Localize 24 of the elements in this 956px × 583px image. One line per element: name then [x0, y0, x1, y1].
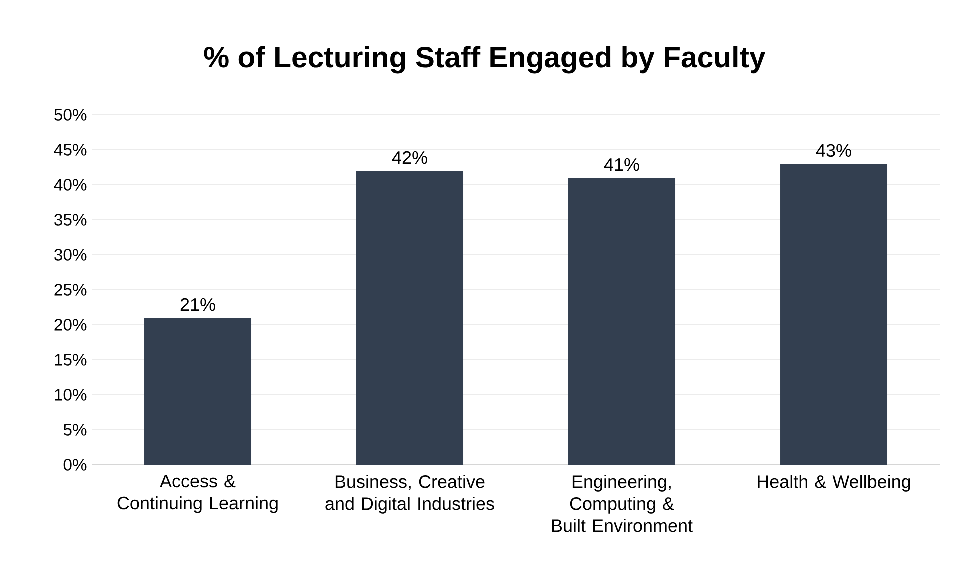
x-tick-label: Health & Wellbeing: [758, 475, 910, 492]
y-tick-label: 35%: [54, 214, 87, 226]
x-tick-label: Business, Creative and Digital Industries: [326, 475, 494, 514]
y-tick-label: 0%: [64, 459, 87, 471]
data-label: 21%: [180, 298, 216, 312]
chart-title: % of Lecturing Staff Engaged by Faculty: [204, 46, 766, 74]
y-tick-label: 30%: [54, 249, 87, 261]
y-tick-label: 15%: [55, 354, 87, 366]
bar: [780, 164, 888, 465]
data-label: 41%: [604, 158, 640, 172]
y-tick-label: 40%: [54, 179, 87, 191]
bar: [356, 171, 464, 465]
y-tick-label: 20%: [54, 319, 87, 331]
x-tick-label: Engineering, Computing & Built Environment: [552, 475, 693, 532]
bar: [568, 178, 676, 465]
y-tick-label: 25%: [54, 284, 87, 296]
y-tick-label: 50%: [54, 109, 87, 121]
data-label: 42%: [392, 151, 428, 164]
data-label: 43%: [816, 144, 852, 158]
y-tick-label: 10%: [55, 389, 87, 401]
y-tick-label: 5%: [64, 424, 87, 436]
x-tick-label: Access & Continuing Learning: [118, 475, 278, 514]
bar: [144, 318, 252, 465]
y-tick-label: 45%: [54, 144, 87, 156]
